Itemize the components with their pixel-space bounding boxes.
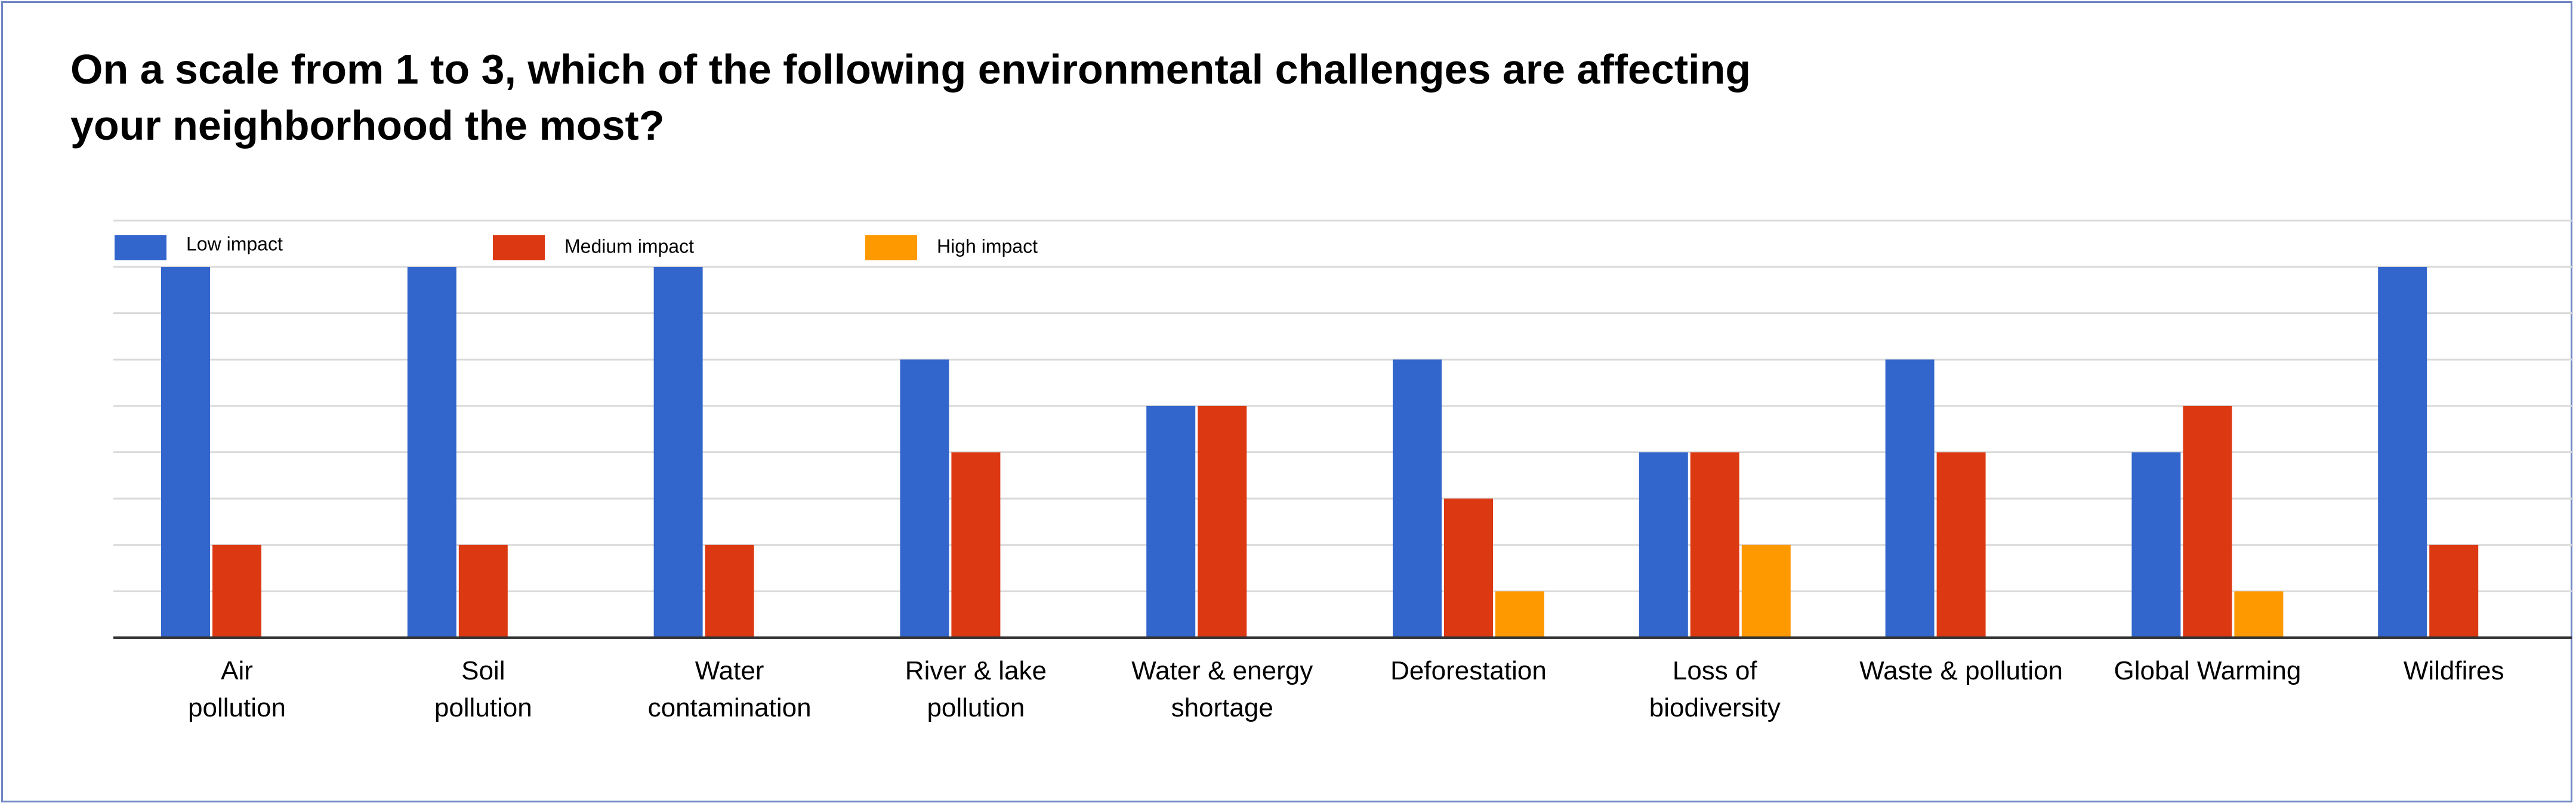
bar-low-impact — [1885, 359, 1935, 638]
bar-medium-impact — [705, 544, 754, 638]
x-tick-label: Soil pollution — [434, 656, 532, 722]
chart-title-line-1: On a scale from 1 to 3, which of the fol… — [70, 46, 1751, 93]
x-tick-label: Air pollution — [188, 656, 286, 722]
bar-low-impact — [1393, 359, 1442, 638]
bar-medium-impact — [1444, 499, 1493, 638]
bar-medium-impact — [2429, 544, 2479, 638]
x-tick-label: Water & energy shortage — [1131, 656, 1313, 722]
x-tick-label: Global Warming — [2114, 656, 2301, 685]
chart-title: On a scale from 1 to 3, which of the fol… — [70, 42, 1980, 154]
bar-medium-impact — [458, 544, 508, 638]
x-tick-label: Water contamination — [648, 656, 812, 722]
bar-low-impact — [2131, 452, 2181, 638]
bar-high-impact — [2234, 591, 2284, 638]
bar-low-impact — [407, 267, 456, 638]
bar-low-impact — [161, 267, 210, 638]
bar-medium-impact — [212, 544, 261, 638]
x-tick-label: Wildfires — [2404, 656, 2504, 685]
x-tick-label: Loss of biodiversity — [1649, 656, 1781, 722]
bars — [161, 267, 2479, 638]
legend-swatch — [115, 235, 166, 260]
x-tick-label: Deforestation — [1390, 656, 1547, 685]
bar-high-impact — [1495, 591, 1544, 638]
bar-medium-impact — [1690, 452, 1739, 638]
bar-low-impact — [1639, 452, 1688, 638]
legend-label: High impact — [937, 235, 1038, 257]
legend: Low impact Medium impact High impact — [115, 233, 1038, 260]
chart-title-line-2: your neighborhood the most? — [70, 101, 665, 149]
bar-low-impact — [653, 267, 703, 638]
bar-low-impact — [1146, 405, 1196, 638]
bar-medium-impact — [2183, 405, 2232, 638]
bar-medium-impact — [1198, 405, 1247, 638]
x-tick-label: Waste & pollution — [1859, 656, 2063, 685]
legend-swatch — [865, 235, 917, 260]
legend-label: Medium impact — [564, 235, 694, 257]
legend-label: Low impact — [186, 233, 283, 254]
legend-swatch — [493, 235, 545, 260]
bar-medium-impact — [1936, 452, 1986, 638]
bar-medium-impact — [951, 452, 1001, 638]
x-tick-label: River & lake pollution — [905, 656, 1047, 722]
bar-low-impact — [2378, 267, 2427, 638]
bar-high-impact — [1741, 544, 1791, 638]
category-labels: Air pollution Soil pollution Water contaminat… — [188, 656, 2504, 722]
bar-low-impact — [900, 359, 949, 638]
